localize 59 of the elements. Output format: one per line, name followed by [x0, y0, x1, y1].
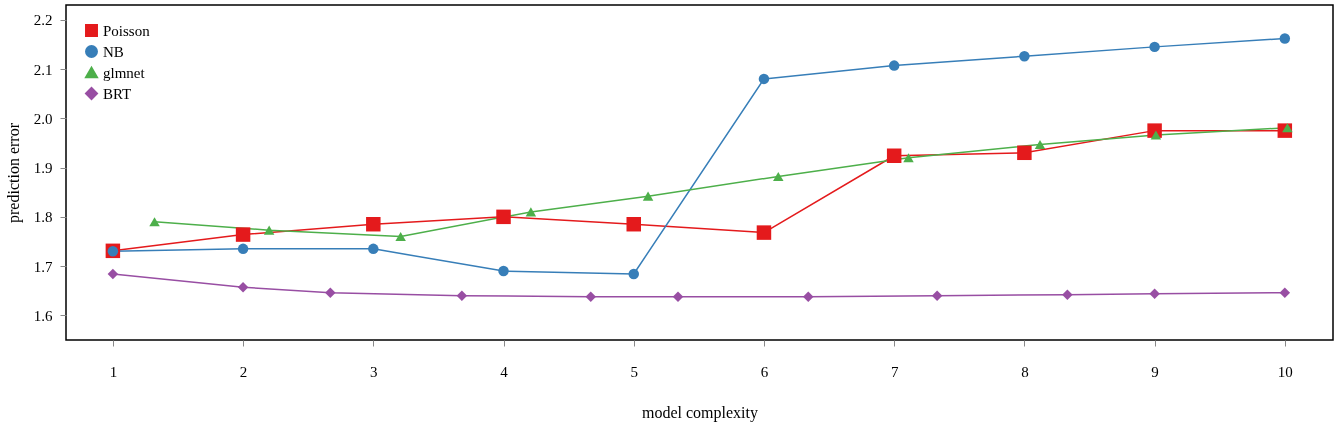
legend-label: NB — [103, 43, 124, 60]
x-tick-label: 2 — [239, 363, 248, 380]
point — [626, 216, 641, 232]
x-tick-label: 5 — [630, 363, 638, 380]
point — [1279, 33, 1291, 44]
x-tick-label: 10 — [1277, 363, 1293, 380]
point — [903, 153, 914, 163]
point — [1279, 287, 1291, 298]
point — [672, 291, 684, 302]
y-tick-label: 1.7 — [33, 258, 53, 275]
point — [366, 216, 381, 232]
point — [149, 217, 160, 227]
point — [368, 243, 379, 255]
x-tick-label: 9 — [1151, 363, 1159, 380]
y-tick-label: 2.1 — [33, 61, 53, 78]
point — [1150, 130, 1162, 140]
point — [395, 232, 406, 242]
point — [263, 225, 275, 235]
point — [496, 209, 511, 225]
x-tick-label: 8 — [1021, 363, 1029, 380]
point — [888, 60, 900, 71]
point — [235, 227, 251, 242]
legend-label: glmnet — [103, 64, 146, 81]
x-tick-label: 4 — [500, 363, 509, 380]
x-tick-label: 3 — [370, 363, 378, 380]
point — [886, 148, 902, 163]
point — [773, 171, 784, 181]
x-tick-label: 7 — [890, 363, 899, 380]
x-axis-title: model complexity — [642, 403, 758, 422]
point — [931, 290, 943, 301]
y-tick-label: 2.0 — [33, 110, 53, 127]
y-axis-title: prediction error — [4, 122, 23, 223]
point — [1019, 51, 1030, 62]
point — [107, 268, 119, 280]
x-tick-label: 1 — [109, 363, 118, 380]
point — [237, 282, 249, 293]
point — [628, 268, 639, 280]
point — [498, 265, 509, 277]
legend-label: BRT — [103, 85, 132, 102]
point — [802, 291, 814, 302]
legend-label: Poisson — [103, 22, 151, 39]
point — [642, 191, 654, 201]
point — [1149, 41, 1160, 53]
point — [456, 290, 468, 301]
point — [1149, 288, 1160, 299]
point — [585, 291, 597, 302]
point — [1017, 145, 1032, 161]
x-tick-label: 6 — [760, 363, 769, 380]
point — [758, 73, 770, 85]
point — [1034, 139, 1046, 149]
point — [325, 287, 336, 298]
point — [525, 207, 537, 217]
point — [237, 243, 249, 255]
y-tick-label: 1.9 — [33, 160, 53, 177]
y-tick-label: 2.2 — [33, 12, 53, 29]
point — [756, 225, 772, 240]
y-tick-label: 1.8 — [33, 209, 53, 226]
point — [1062, 289, 1073, 300]
y-tick-label: 1.6 — [33, 307, 53, 324]
